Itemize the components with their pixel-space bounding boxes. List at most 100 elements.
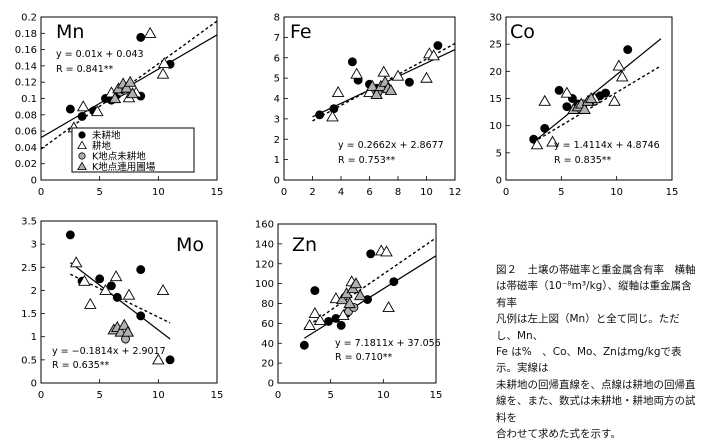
legend-label: K地点連用圃場 xyxy=(92,161,156,173)
x-tick-label: 5 xyxy=(96,390,102,401)
y-tick-label: 3 xyxy=(274,114,280,125)
open-triangle-point xyxy=(382,301,395,313)
open-triangle-point xyxy=(615,70,629,82)
y-tick-label: 0.1 xyxy=(21,94,37,105)
filled-circle-point xyxy=(310,286,320,296)
gray-triangle-point xyxy=(343,297,356,309)
correlation-label: R = 0.841** xyxy=(56,64,114,75)
open-triangle-point xyxy=(157,57,171,69)
open-triangle-point xyxy=(391,69,405,81)
open-triangle-point xyxy=(152,353,165,365)
gray-triangle-point xyxy=(123,75,137,87)
legend-label: 耕地 xyxy=(92,140,112,152)
filled-circle-point xyxy=(366,249,376,259)
caption-line: 未耕地の回帰直線を、点線は耕地の回帰直 xyxy=(496,378,696,391)
x-tick-label: 0 xyxy=(503,187,509,198)
y-tick-label: 60 xyxy=(261,319,274,330)
y-tick-label: 8 xyxy=(274,13,280,24)
legend-marker xyxy=(77,161,87,171)
plot-frame xyxy=(40,220,218,384)
legend-box xyxy=(71,127,195,173)
open-triangle-point xyxy=(143,26,157,38)
filled-circle-point xyxy=(77,111,87,121)
open-triangle-point xyxy=(363,85,376,97)
open-triangle-point xyxy=(122,288,136,300)
open-triangle-point xyxy=(156,67,170,79)
caption-line: 図２ 土壌の帯磁率と重金属含有率 横軸 xyxy=(496,264,696,276)
y-tick-label: 0.2 xyxy=(21,13,37,24)
y-tick-label: 7 xyxy=(274,33,280,44)
gray-triangle-point xyxy=(353,289,367,301)
regression-equation: y = 1.4114x + 4.8746 xyxy=(554,140,660,151)
open-triangle-point xyxy=(420,71,433,83)
x-tick-label: 10 xyxy=(377,390,390,401)
x-tick-label: 15 xyxy=(666,187,679,198)
regression-equation: y = −0.1814x + 2.9017 xyxy=(52,346,166,357)
y-tick-label: 25 xyxy=(489,40,502,51)
correlation-label: R = 0.635** xyxy=(52,360,110,371)
x-tick-label: 4 xyxy=(338,187,344,198)
plot-area xyxy=(529,38,662,150)
open-triangle-point xyxy=(76,100,90,112)
x-tick-label: 15 xyxy=(211,390,224,401)
y-tick-label: 1 xyxy=(31,332,37,343)
legend-marker xyxy=(78,131,86,139)
y-tick-label: 0 xyxy=(274,176,280,187)
y-tick-label: 2 xyxy=(274,135,280,146)
x-tick-label: 15 xyxy=(430,390,443,401)
caption-line: Fe は% 、Co、Mo、Znはmg/kgで表示。実線は xyxy=(496,346,682,375)
open-triangle-point xyxy=(560,86,574,98)
gray-triangle-point xyxy=(584,92,598,104)
filled-circle-point xyxy=(324,316,334,326)
open-triangle-point xyxy=(313,313,327,325)
caption-line: 合わせて求めた式を示す。 xyxy=(496,428,621,441)
filled-circle-point xyxy=(562,102,572,112)
x-tick-label: 0 xyxy=(38,187,44,198)
panel-title: Mn xyxy=(56,21,84,43)
x-tick-label: 0 xyxy=(38,390,44,401)
caption-line: 線を、また、数式は未耕地・耕地両方の試料を xyxy=(496,395,696,424)
gray-triangle-point xyxy=(121,325,135,337)
panel-title: Zn xyxy=(292,234,317,256)
x-tick-label: 8 xyxy=(395,187,401,198)
y-tick-label: 0.18 xyxy=(15,29,37,40)
figure: 0 0.02 0.04 0.06 0.08 0.1 0.12 0.14 0.16 0.18 0.2 0… xyxy=(15,13,679,402)
open-triangle-point xyxy=(608,94,621,106)
open-triangle-point xyxy=(78,274,91,286)
x-tick-label: 10 xyxy=(152,187,165,198)
plot-area xyxy=(299,237,436,350)
filled-circle-point xyxy=(112,292,122,302)
figure-caption: 図２ 土壌の帯磁率と重金属含有率 横軸 は帯磁率（10⁻⁸m³/kg）、縦軸は重… xyxy=(496,262,700,442)
x-tick-label: 5 xyxy=(558,187,564,198)
y-tick-label: 10 xyxy=(489,121,502,132)
y-tick-label: 15 xyxy=(489,94,502,105)
y-tick-label: 100 xyxy=(255,279,274,290)
x-tick-label: 5 xyxy=(327,390,333,401)
y-tick-label: 20 xyxy=(261,359,274,370)
filled-circle-point xyxy=(65,230,75,240)
filled-circle-point xyxy=(315,110,325,120)
filled-circle-point xyxy=(389,277,399,287)
open-triangle-point xyxy=(331,85,345,97)
filled-circle-point xyxy=(336,320,346,330)
gray-triangle-point xyxy=(108,92,122,104)
x-tick-label: 15 xyxy=(211,187,224,198)
y-tick-label: 30 xyxy=(489,13,502,24)
open-triangle-point xyxy=(530,138,544,150)
gray-triangle-point xyxy=(118,318,131,330)
y-tick-label: 40 xyxy=(261,339,274,350)
open-triangle-point xyxy=(326,110,339,122)
x-tick-label: 10 xyxy=(610,187,623,198)
panel-mn: 0 0.02 0.04 0.06 0.08 0.1 0.12 0.14 0.16 0.18 0.2 0… xyxy=(15,13,224,199)
y-tick-label: 0.02 xyxy=(15,159,37,170)
panel-title: Fe xyxy=(290,21,312,43)
y-tick-label: 0.16 xyxy=(15,45,37,56)
open-triangle-point xyxy=(91,105,104,117)
dashed-regression-line xyxy=(303,237,436,329)
legend-label: 未耕地 xyxy=(92,130,121,142)
panel-co: 0 5 10 15 20 25 30 0 5 10 15 Co y = 1.4114x + 4.8746… xyxy=(489,13,678,199)
y-tick-label: 0 xyxy=(496,176,502,187)
y-tick-label: 1 xyxy=(274,155,280,166)
